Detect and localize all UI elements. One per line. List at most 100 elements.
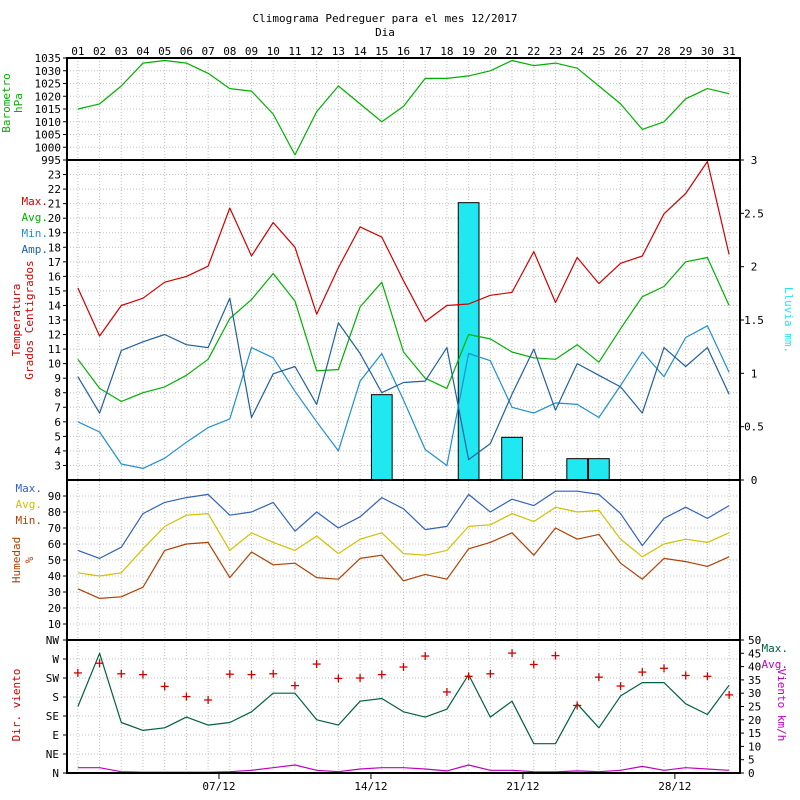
- day-tick-label: 14: [353, 45, 367, 58]
- wind-speed-tick-label: 40: [748, 661, 761, 674]
- wind-direction-marker: [529, 660, 538, 669]
- rain-bar: [566, 458, 589, 481]
- rain-bar: [501, 436, 523, 481]
- humidity-tick-label: 80: [48, 506, 61, 519]
- wind-speed-axis-label: Viento km/h: [775, 669, 788, 742]
- wind-direction-marker: [225, 670, 234, 679]
- day-tick-label: 06: [180, 45, 193, 58]
- humidity-legend-item: Max.: [16, 482, 43, 495]
- barometer-unit-label: hPa: [12, 93, 25, 113]
- wind-direction-marker: [638, 668, 647, 677]
- temperature-tick-label: 3: [54, 459, 61, 472]
- day-tick-label: 07: [201, 45, 214, 58]
- temperature-series-amp: [77, 297, 730, 461]
- wind-dir-tick-label: SE: [46, 710, 59, 723]
- rain-tick-label: 1.5: [744, 314, 764, 327]
- humidity-unit-label: %: [23, 556, 36, 563]
- wind-legend-item: Avg.: [762, 658, 789, 671]
- wind-direction-marker: [377, 670, 386, 679]
- rain-tick-label: 0.5: [744, 421, 764, 434]
- humidity-tick-label: 20: [48, 602, 61, 615]
- wind-dir-tick-label: SW: [46, 672, 60, 685]
- humidity-tick-label: 90: [48, 490, 61, 503]
- barometer-tick-label: 1025: [35, 78, 62, 91]
- barometer-line: [77, 59, 730, 156]
- wind-speed-tick-label: 45: [748, 647, 761, 660]
- wind-direction-marker: [660, 664, 669, 673]
- day-tick-label: 02: [93, 45, 106, 58]
- wind-dir-tick-label: S: [52, 691, 59, 704]
- barometer-tick-label: 1030: [35, 65, 62, 78]
- temperature-axis-label: Temperatura: [10, 284, 23, 357]
- wind-speed-tick-label: 50: [748, 634, 761, 647]
- day-tick-label: 22: [527, 45, 540, 58]
- day-tick-label: 08: [223, 45, 236, 58]
- wind-direction-marker: [356, 674, 365, 682]
- wind-speed-tick-label: 25: [748, 701, 761, 714]
- wind-direction-marker: [269, 669, 278, 678]
- wind-direction-marker: [616, 682, 625, 691]
- day-tick-label: 11: [288, 45, 301, 58]
- humidity-tick-label: 60: [48, 538, 61, 551]
- temperature-tick-label: 18: [48, 241, 61, 254]
- wind-direction-marker: [594, 673, 603, 682]
- barometer-axis-label: Barometro: [0, 73, 13, 133]
- temperature-tick-label: 7: [54, 401, 61, 414]
- temperature-tick-label: 11: [48, 343, 61, 356]
- wind-direction-marker: [725, 690, 734, 699]
- temperature-tick-label: 22: [48, 183, 61, 196]
- rain-tick-label: 2: [751, 261, 758, 274]
- humidity-legend-item: Avg.: [16, 498, 43, 511]
- wind-direction-marker: [334, 674, 343, 683]
- rain-bar: [457, 202, 480, 481]
- wind-direction-marker: [421, 652, 430, 661]
- rain-bar: [370, 394, 393, 481]
- temperature-tick-label: 5: [54, 430, 61, 443]
- x-axis-top-label: Dia: [375, 26, 395, 39]
- day-tick-label: 23: [549, 45, 562, 58]
- day-tick-label: 20: [484, 45, 497, 58]
- temperature-tick-label: 16: [48, 270, 61, 283]
- temperature-series-avg: [77, 256, 730, 403]
- barometer-tick-label: 1005: [35, 129, 62, 142]
- temperature-series-min: [77, 325, 730, 469]
- temperature-tick-label: 10: [48, 358, 61, 371]
- temperature-tick-label: 23: [48, 169, 61, 182]
- humidity-axis-label: Humedad: [10, 537, 23, 583]
- rain-axis-label: Lluvia mm.: [782, 287, 795, 353]
- wind-speed-tick-label: 0: [748, 767, 755, 780]
- wind-direction-marker: [182, 692, 191, 701]
- humidity-tick-label: 10: [48, 618, 61, 631]
- day-tick-label: 04: [136, 45, 150, 58]
- wind-direction-marker: [486, 669, 495, 678]
- barometer-tick-label: 1010: [35, 116, 62, 129]
- wind-direction-marker: [508, 649, 517, 658]
- wind-direction-marker: [551, 651, 560, 660]
- wind-direction-marker: [73, 668, 82, 677]
- temperature-tick-label: 12: [48, 329, 61, 342]
- chart-title: Climograma Pedreguer para el mes 12/2017: [253, 12, 518, 25]
- frame-layer: [63, 57, 744, 779]
- humidity-tick-label: 70: [48, 522, 61, 535]
- wind-direction-marker: [573, 701, 582, 710]
- temperature-legend-item: Avg.: [22, 211, 49, 224]
- wind-direction-marker: [442, 687, 451, 696]
- barometer-tick-label: 1015: [35, 103, 62, 116]
- bottom-date-label: 21/12: [506, 780, 539, 793]
- bottom-date-label: 28/12: [658, 780, 691, 793]
- day-tick-label: 28: [657, 45, 670, 58]
- temperature-legend-item: Amp.: [22, 243, 49, 256]
- wind-direction-marker: [138, 670, 147, 679]
- temperature-tick-label: 21: [48, 198, 61, 211]
- temperature-tick-label: 20: [48, 212, 61, 225]
- grid-layer: [67, 57, 740, 774]
- wind-speed-tick-label: 30: [748, 687, 761, 700]
- bottom-date-label: 14/12: [354, 780, 387, 793]
- rain-tick-label: 1: [751, 367, 758, 380]
- wind-legend-item: Max.: [762, 642, 789, 655]
- humidity-series-avg: [77, 506, 730, 577]
- day-tick-label: 19: [462, 45, 475, 58]
- wind-dir-axis-label: Dir. viento: [10, 669, 23, 742]
